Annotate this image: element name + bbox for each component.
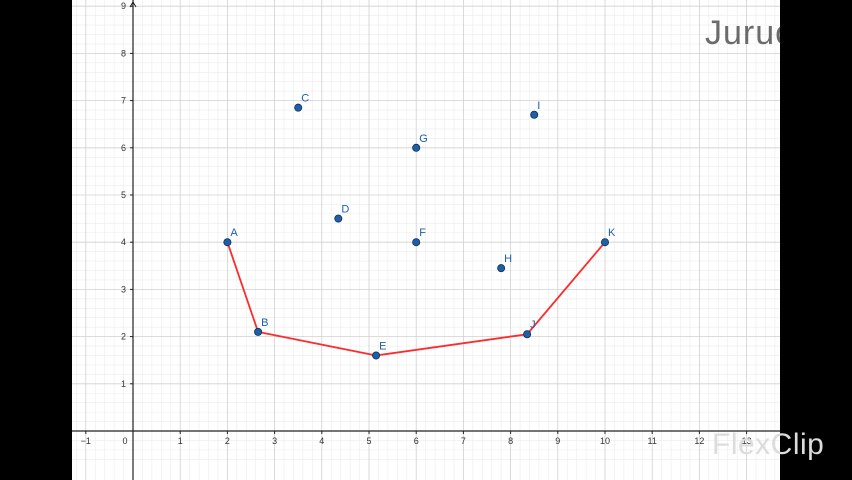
point-J[interactable]: [523, 330, 532, 339]
point-G[interactable]: [412, 143, 421, 152]
y-tick-label: 5: [121, 190, 126, 200]
point-label: J: [530, 319, 536, 331]
y-tick-label: 1: [121, 379, 126, 389]
point-label: K: [608, 227, 616, 239]
x-tick-label: −1: [81, 436, 91, 446]
x-tick-label: 11: [648, 436, 657, 446]
graph-canvas[interactable]: −1 0 1 2 3 4 5 6 7 8 9 10 11 12 13 1 2 3 4 5 6 7 8 9 A B C D E F G H I J K…: [72, 0, 780, 480]
x-tick-label: 1: [178, 436, 183, 446]
x-tick-label: 10: [600, 436, 610, 446]
y-tick-label: 9: [121, 1, 126, 11]
point-D[interactable]: [334, 214, 343, 223]
point-label: C: [301, 93, 309, 105]
point-label: B: [261, 317, 268, 329]
point-B[interactable]: [254, 327, 263, 336]
flexclip-logo: FlexClip: [712, 428, 824, 462]
point-K[interactable]: [601, 238, 610, 247]
point-label: E: [379, 340, 386, 352]
point-label: D: [341, 204, 349, 216]
point-H[interactable]: [497, 264, 506, 273]
flexclip-logo-text: FlexClip: [712, 428, 825, 461]
point-A[interactable]: [223, 238, 232, 247]
x-tick-label: 5: [366, 436, 371, 446]
y-axis-arrow-icon: [129, 1, 137, 8]
point-label: I: [537, 100, 540, 112]
point-I[interactable]: [530, 110, 539, 119]
point-label: A: [230, 227, 238, 239]
x-tick-label: 0: [122, 436, 127, 446]
x-tick-label: 2: [225, 436, 230, 446]
y-tick-label: 8: [121, 48, 126, 58]
y-tick-label: 6: [121, 143, 126, 153]
point-C[interactable]: [294, 103, 303, 112]
x-tick-label: 6: [414, 436, 419, 446]
point-label: F: [419, 227, 426, 239]
x-tick-label: 9: [555, 436, 560, 446]
x-tick-label: 7: [461, 436, 466, 446]
watermark-text: Juruoer: [705, 14, 780, 52]
x-tick-label: 13: [742, 436, 752, 446]
point-label: H: [504, 253, 512, 265]
x-tick-label: 12: [694, 436, 704, 446]
x-tick-label: 3: [272, 436, 277, 446]
y-tick-label: 7: [121, 96, 126, 106]
point-label: G: [419, 133, 428, 145]
point-F[interactable]: [412, 238, 421, 247]
y-tick-label: 2: [121, 332, 126, 342]
y-tick-label: 3: [121, 284, 126, 294]
x-tick-label: 4: [319, 436, 324, 446]
point-E[interactable]: [372, 351, 381, 360]
y-tick-label: 4: [121, 237, 126, 247]
x-tick-label: 8: [508, 436, 513, 446]
